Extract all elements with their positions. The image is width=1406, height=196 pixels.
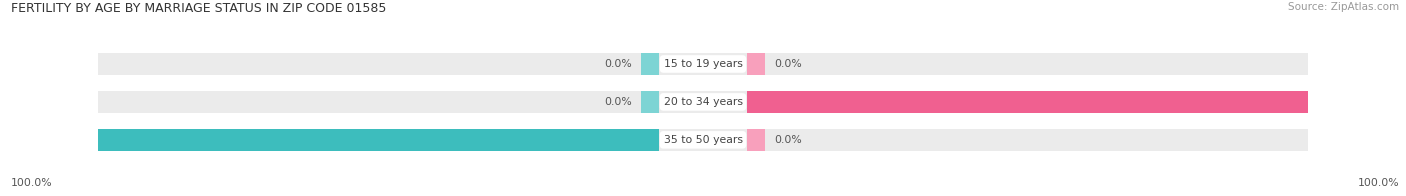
Bar bbox=[98, 53, 1308, 75]
Text: FERTILITY BY AGE BY MARRIAGE STATUS IN ZIP CODE 01585: FERTILITY BY AGE BY MARRIAGE STATUS IN Z… bbox=[11, 2, 387, 15]
Text: 35 to 50 years: 35 to 50 years bbox=[664, 135, 742, 145]
Text: 100.0%: 100.0% bbox=[11, 178, 53, 188]
Text: 0.0%: 0.0% bbox=[605, 59, 631, 69]
Text: 100.0%: 100.0% bbox=[4, 135, 45, 145]
Bar bbox=[747, 91, 1351, 113]
Bar bbox=[747, 53, 765, 75]
Bar bbox=[641, 53, 659, 75]
Text: 100.0%: 100.0% bbox=[1357, 178, 1399, 188]
Text: 15 to 19 years: 15 to 19 years bbox=[664, 59, 742, 69]
Bar bbox=[98, 91, 1308, 113]
Text: 0.0%: 0.0% bbox=[775, 135, 801, 145]
Text: 0.0%: 0.0% bbox=[775, 59, 801, 69]
Bar bbox=[747, 129, 765, 151]
Bar bbox=[55, 129, 659, 151]
Text: 0.0%: 0.0% bbox=[605, 97, 631, 107]
Bar bbox=[641, 91, 659, 113]
Text: 100.0%: 100.0% bbox=[1361, 97, 1402, 107]
Bar bbox=[98, 129, 1308, 151]
Text: Source: ZipAtlas.com: Source: ZipAtlas.com bbox=[1288, 2, 1399, 12]
Text: 20 to 34 years: 20 to 34 years bbox=[664, 97, 742, 107]
